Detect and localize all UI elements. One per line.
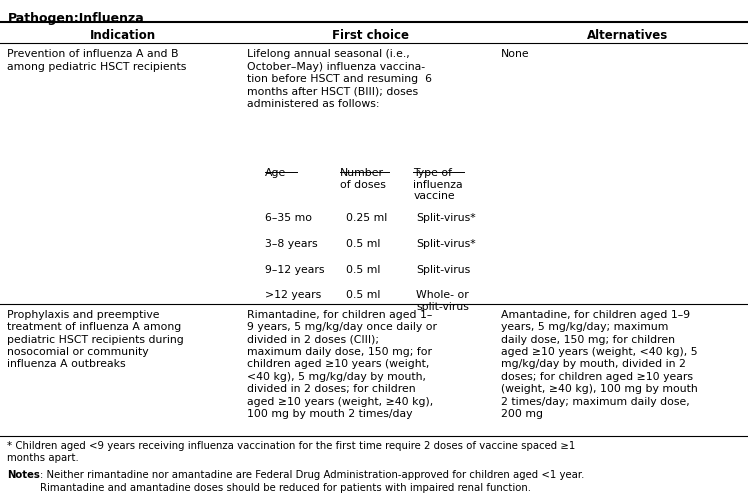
Text: Notes: Notes <box>8 470 41 480</box>
Text: Number
of doses: Number of doses <box>340 168 386 190</box>
Text: 0.25 ml: 0.25 ml <box>346 214 387 224</box>
Text: Split-virus: Split-virus <box>417 265 471 275</box>
Text: 9–12 years: 9–12 years <box>265 265 325 275</box>
Text: None: None <box>501 49 529 59</box>
Text: Alternatives: Alternatives <box>587 29 669 42</box>
Text: Split-virus*: Split-virus* <box>417 214 476 224</box>
Text: 0.5 ml: 0.5 ml <box>346 239 381 249</box>
Text: Age: Age <box>265 168 287 178</box>
Text: Type of
influenza
vaccine: Type of influenza vaccine <box>414 168 463 201</box>
Text: * Children aged <9 years receiving influenza vaccination for the first time requ: * Children aged <9 years receiving influ… <box>8 441 576 463</box>
Text: Prevention of influenza A and B
among pediatric HSCT recipients: Prevention of influenza A and B among pe… <box>8 49 186 72</box>
Text: 3–8 years: 3–8 years <box>265 239 318 249</box>
Text: Lifelong annual seasonal (i.e.,
October–May) influenza vaccina-
tion before HSCT: Lifelong annual seasonal (i.e., October–… <box>247 49 432 109</box>
Text: 6–35 mo: 6–35 mo <box>265 214 312 224</box>
Text: 0.5 ml: 0.5 ml <box>346 265 381 275</box>
Text: First choice: First choice <box>332 29 408 42</box>
Text: Rimantadine, for children aged 1–
9 years, 5 mg/kg/day once daily or
divided in : Rimantadine, for children aged 1– 9 year… <box>247 310 437 419</box>
Text: Amantadine, for children aged 1–9
years, 5 mg/kg/day; maximum
daily dose, 150 mg: Amantadine, for children aged 1–9 years,… <box>501 310 698 419</box>
Text: Whole- or
split-virus: Whole- or split-virus <box>417 290 469 312</box>
Text: Pathogen:Influenza: Pathogen:Influenza <box>8 12 144 25</box>
Text: >12 years: >12 years <box>265 290 322 300</box>
Text: 0.5 ml: 0.5 ml <box>346 290 381 300</box>
Text: Prophylaxis and preemptive
treatment of influenza A among
pediatric HSCT recipie: Prophylaxis and preemptive treatment of … <box>8 310 184 370</box>
Text: : Neither rimantadine nor amantadine are Federal Drug Administration-approved fo: : Neither rimantadine nor amantadine are… <box>40 470 584 493</box>
Text: Split-virus*: Split-virus* <box>417 239 476 249</box>
Text: Indication: Indication <box>90 29 156 42</box>
